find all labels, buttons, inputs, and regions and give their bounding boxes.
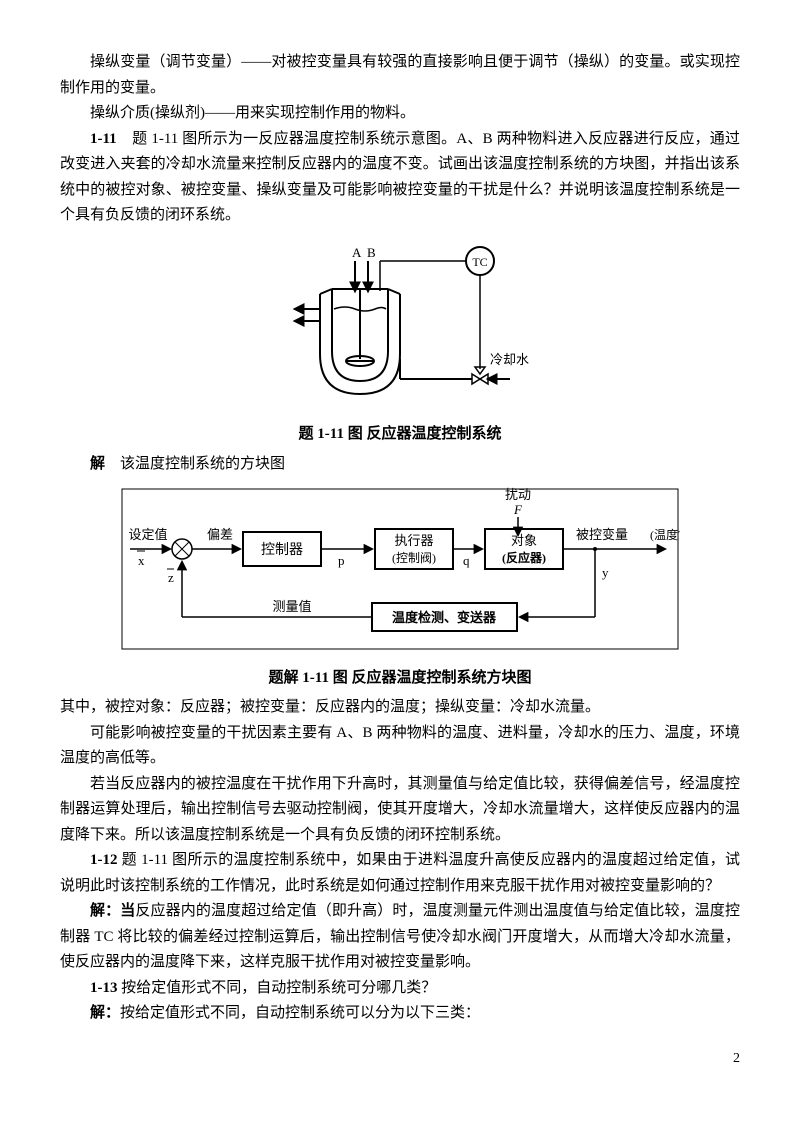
reactor-diagram-container: TC A B 冷却水 — [60, 239, 740, 419]
measured-label: 测量值 — [272, 599, 311, 614]
object-l2: (反应器) — [502, 550, 546, 565]
sensor-label: 温度检测、变送器 — [392, 610, 497, 625]
xbar-label: x — [138, 553, 145, 568]
label-ans12: 解：当 — [90, 903, 135, 919]
para-feedback: 若当反应器内的被控温度在干扰作用下升高时，其测量值与给定值比较，获得偏差信号，经… — [60, 772, 740, 849]
y-label: y — [602, 565, 609, 580]
para-manipulated-medium: 操纵介质(操纵剂)——用来实现控制作用的物料。 — [60, 101, 740, 127]
block-diagram-container: 扰动 F 设定值 x 偏差 控制器 p 执行器 (控制阀) q 对象 (反应器)… — [60, 487, 740, 662]
F-label: F — [513, 502, 523, 517]
label-1-12: 1-12 — [90, 852, 118, 868]
tempT-label: (温度T) — [650, 527, 680, 542]
para-a1-12: 解：当反应器内的温度超过给定值（即升高）时，温度测量元件测出温度值与给定值比较，… — [60, 899, 740, 976]
output-label: 被控变量 — [576, 527, 628, 542]
label-ans13: 解： — [90, 1005, 120, 1021]
label-b: B — [367, 245, 376, 260]
label-1-13: 1-13 — [90, 980, 118, 996]
object-l1: 对象 — [511, 533, 537, 548]
reactor-diagram: TC A B 冷却水 — [260, 239, 540, 409]
error-label: 偏差 — [207, 527, 233, 542]
page-number: 2 — [60, 1047, 740, 1071]
para-disturbance: 可能影响被控变量的干扰因素主要有 A、B 两种物料的温度、进料量，冷却水的压力、… — [60, 721, 740, 772]
label-solution: 解 — [90, 456, 105, 472]
para-def: 其中，被控对象：反应器；被控变量：反应器内的温度；操纵变量：冷却水流量。 — [60, 695, 740, 721]
q1-11-text: 题 1-11 图所示为一反应器温度控制系统示意图。A、B 两种物料进入反应器进行… — [60, 131, 740, 224]
fig2-caption: 题解 1-11 图 反应器温度控制系统方块图 — [60, 666, 740, 692]
controller-label: 控制器 — [261, 542, 303, 558]
zbar-label: z — [168, 570, 174, 585]
a1-13-text: 按给定值形式不同，自动控制系统可以分为以下三类： — [120, 1005, 480, 1021]
actuator-l1: 执行器 — [394, 533, 433, 548]
para-q1-13: 1-13 按给定值形式不同，自动控制系统可分哪几类？ — [60, 976, 740, 1002]
cooling-water-label: 冷却水 — [490, 352, 529, 367]
block-diagram: 扰动 F 设定值 x 偏差 控制器 p 执行器 (控制阀) q 对象 (反应器)… — [120, 487, 680, 652]
label-a: A — [352, 245, 362, 260]
para-a1-13: 解：按给定值形式不同，自动控制系统可以分为以下三类： — [60, 1001, 740, 1027]
q1-12-text: 题 1-11 图所示的温度控制系统中，如果由于进料温度升高使反应器内的温度超过给… — [60, 852, 740, 894]
label-1-11: 1-11 — [90, 131, 117, 147]
fig1-caption: 题 1-11 图 反应器温度控制系统 — [60, 422, 740, 448]
a1-12-text: 反应器内的温度超过给定值（即升高）时，温度测量元件测出温度值与给定值比较，温度控… — [60, 903, 740, 970]
para-q1-11: 1-11 题 1-11 图所示为一反应器温度控制系统示意图。A、B 两种物料进入… — [60, 127, 740, 229]
para-manipulated-var: 操纵变量（调节变量）——对被控变量具有较强的直接影响且便于调节（操纵）的变量。或… — [60, 50, 740, 101]
actuator-l2: (控制阀) — [392, 551, 436, 565]
p-label: p — [338, 553, 345, 568]
para-q1-12: 1-12 题 1-11 图所示的温度控制系统中，如果由于进料温度升高使反应器内的… — [60, 848, 740, 899]
q-label: q — [463, 553, 470, 568]
setpoint-label: 设定值 — [128, 527, 167, 542]
tc-label: TC — [472, 255, 487, 269]
para-solution-label: 解 该温度控制系统的方块图 — [60, 452, 740, 478]
solution-intro: 该温度控制系统的方块图 — [105, 456, 285, 472]
q1-13-text: 按给定值形式不同，自动控制系统可分哪几类？ — [118, 980, 437, 996]
